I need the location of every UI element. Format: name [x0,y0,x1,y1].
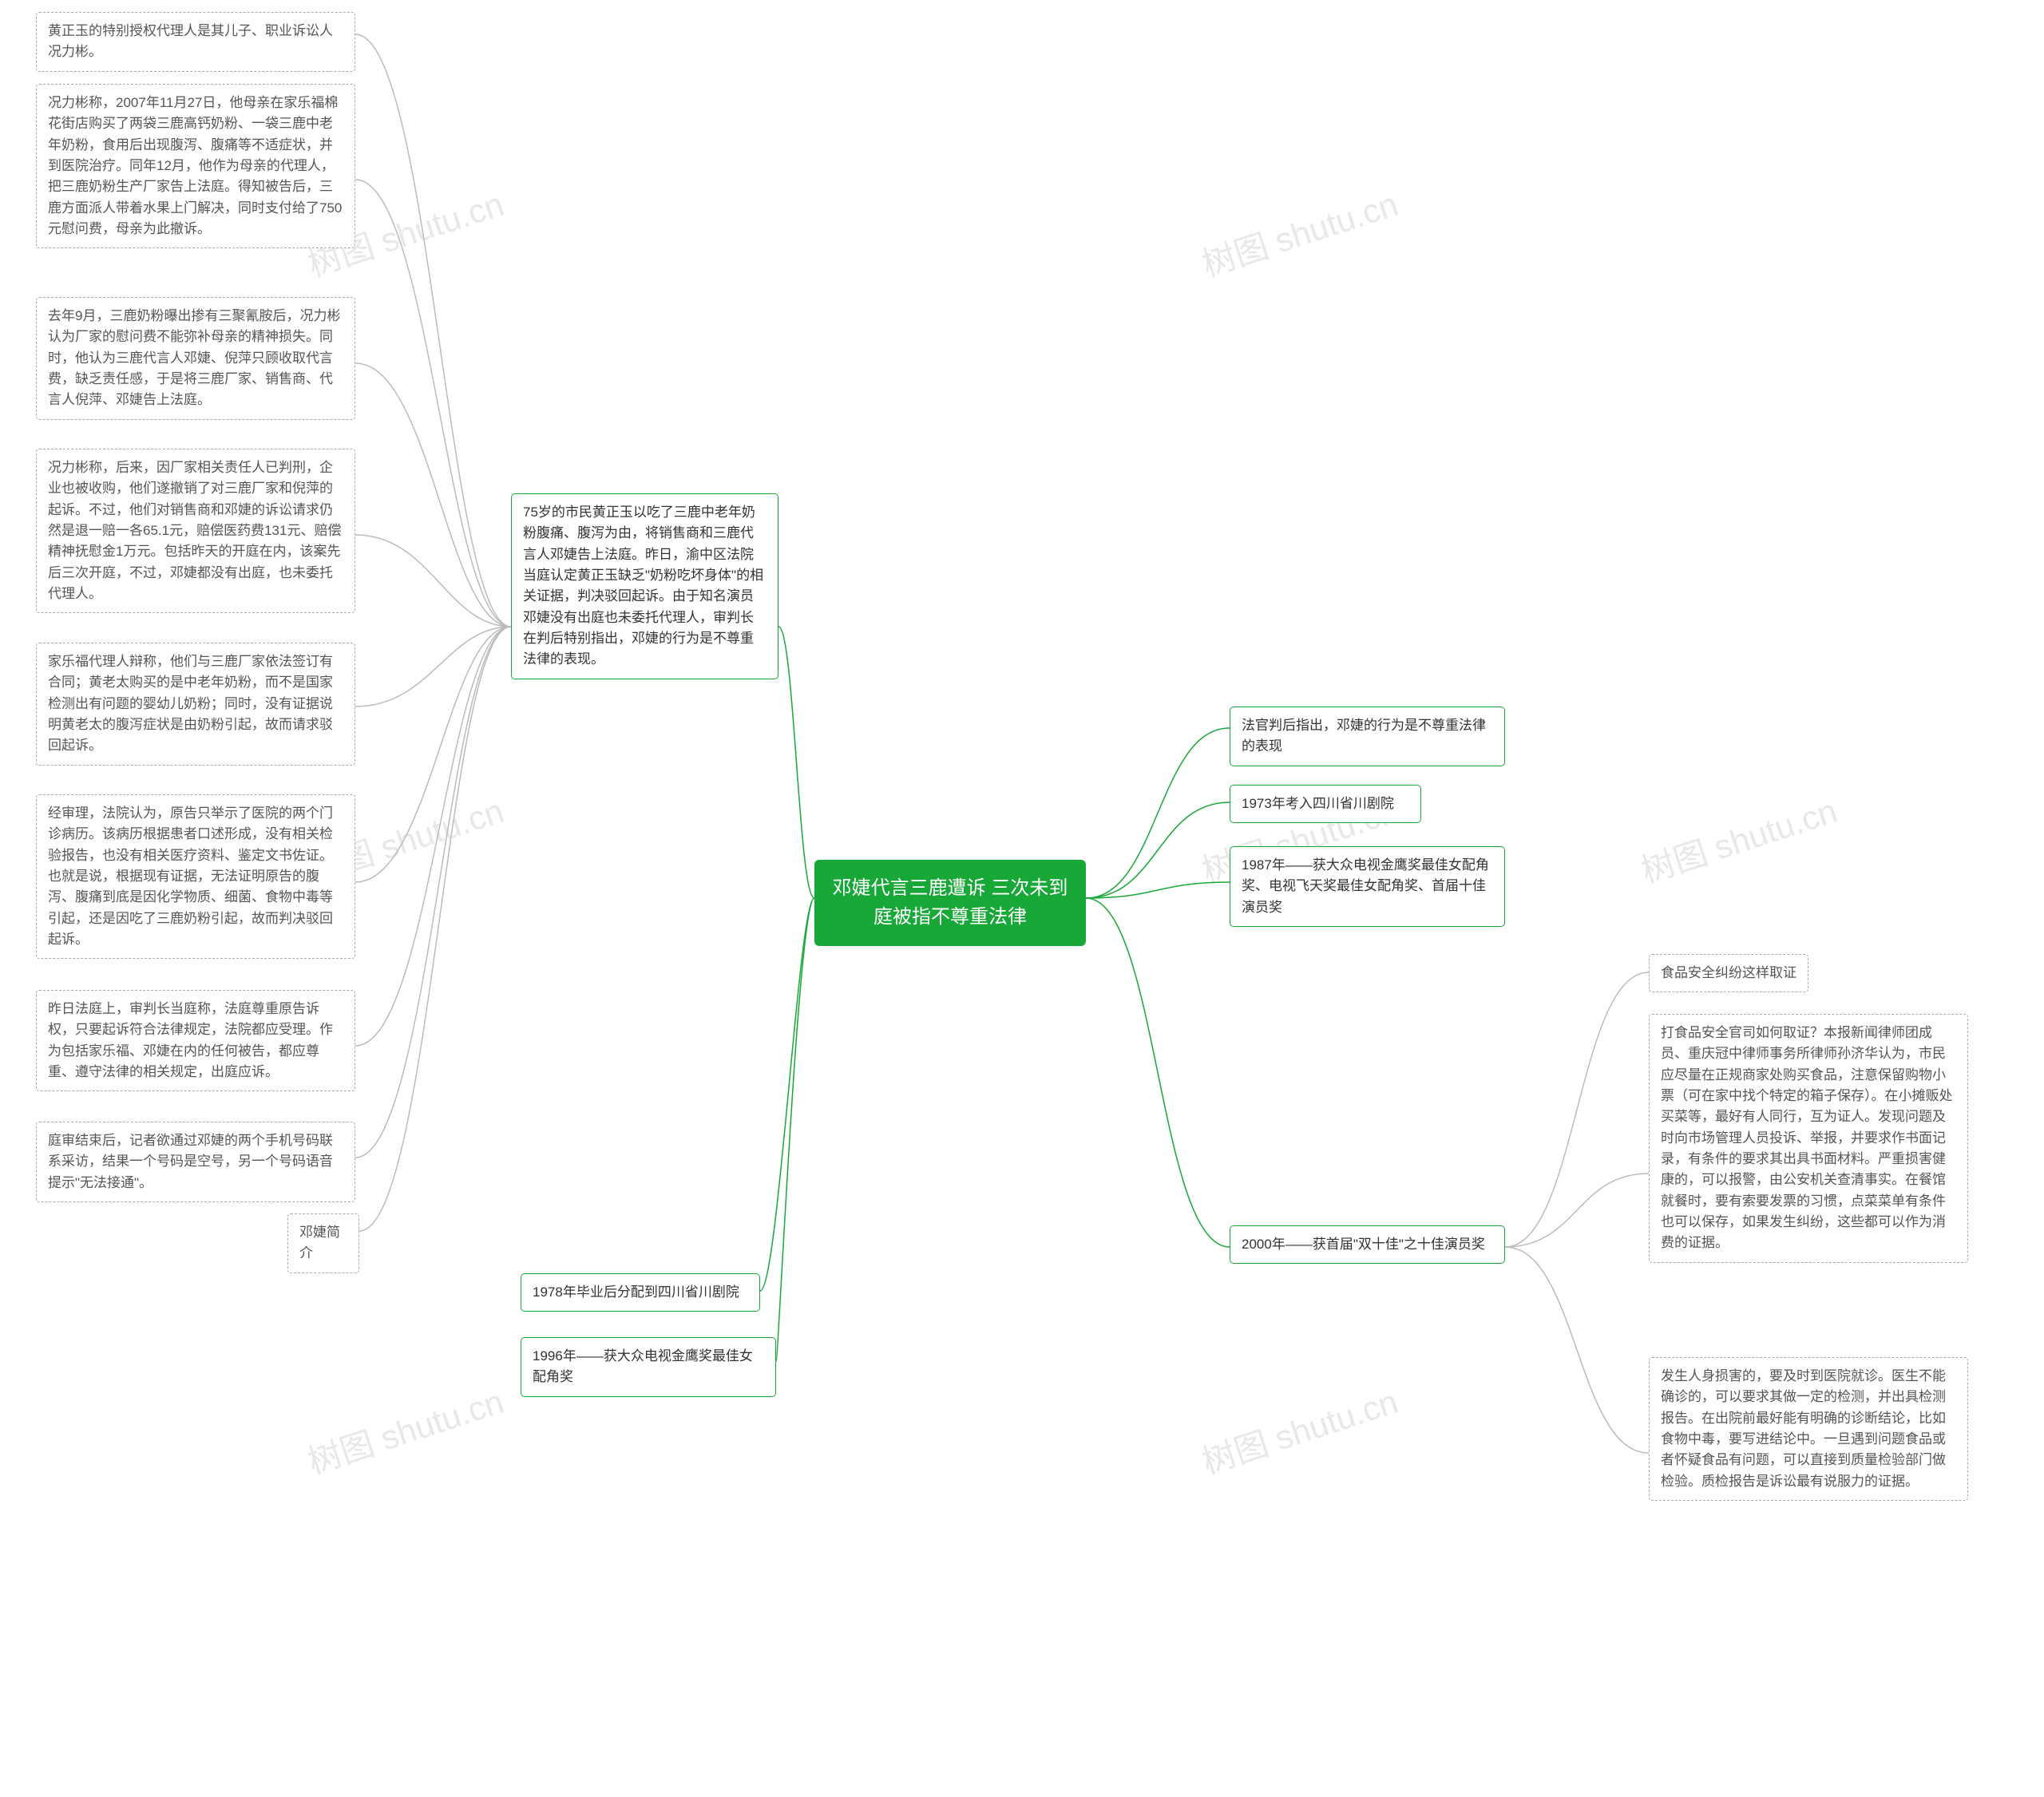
right-node-1: 1973年考入四川省川剧院 [1230,785,1421,823]
right-node-2: 1987年——获大众电视金鹰奖最佳女配角奖、电视飞天奖最佳女配角奖、首届十佳演员… [1230,846,1505,927]
right-child-2: 发生人身损害的，要及时到医院就诊。医生不能确诊的，可以要求其做一定的检测，并出具… [1649,1357,1968,1501]
left-child-4: 家乐福代理人辩称，他们与三鹿厂家依法签订有合同；黄老太购买的是中老年奶粉，而不是… [36,643,355,766]
watermark: 树图 shutu.cn [1195,177,1404,287]
left-child-8: 邓婕简介 [287,1213,359,1273]
left-child-6: 昨日法庭上，审判长当庭称，法庭尊重原告诉权，只要起诉符合法律规定，法院都应受理。… [36,990,355,1091]
watermark: 树图 shutu.cn [1195,1375,1404,1484]
left-child-3: 况力彬称，后来，因厂家相关责任人已判刑，企业也被收购，他们遂撤销了对三鹿厂家和倪… [36,449,355,613]
left-main-node: 75岁的市民黄正玉以吃了三鹿中老年奶粉腹痛、腹泻为由，将销售商和三鹿代言人邓婕告… [511,493,778,679]
right-node-0: 法官判后指出，邓婕的行为是不尊重法律的表现 [1230,707,1505,766]
right-child-0: 食品安全纠纷这样取证 [1649,954,1808,992]
bottom-node-1: 1996年——获大众电视金鹰奖最佳女配角奖 [521,1337,776,1397]
left-child-2: 去年9月，三鹿奶粉曝出掺有三聚氰胺后，况力彬认为厂家的慰问费不能弥补母亲的精神损… [36,297,355,420]
watermark: 树图 shutu.cn [1634,784,1843,893]
left-child-1: 况力彬称，2007年11月27日，他母亲在家乐福棉花街店购买了两袋三鹿高钙奶粉、… [36,84,355,248]
right-node-3: 2000年——获首届"双十佳"之十佳演员奖 [1230,1225,1505,1264]
bottom-node-0: 1978年毕业后分配到四川省川剧院 [521,1273,760,1312]
center-node: 邓婕代言三鹿遭诉 三次未到庭被指不尊重法律 [814,860,1086,946]
left-child-7: 庭审结束后，记者欲通过邓婕的两个手机号码联系采访，结果一个号码是空号，另一个号码… [36,1122,355,1202]
right-child-1: 打食品安全官司如何取证？本报新闻律师团成员、重庆冠中律师事务所律师孙济华认为，市… [1649,1014,1968,1263]
left-child-0: 黄正玉的特别授权代理人是其儿子、职业诉讼人况力彬。 [36,12,355,72]
left-child-5: 经审理，法院认为，原告只举示了医院的两个门诊病历。该病历根据患者口述形成，没有相… [36,794,355,959]
watermark: 树图 shutu.cn [301,1375,509,1484]
